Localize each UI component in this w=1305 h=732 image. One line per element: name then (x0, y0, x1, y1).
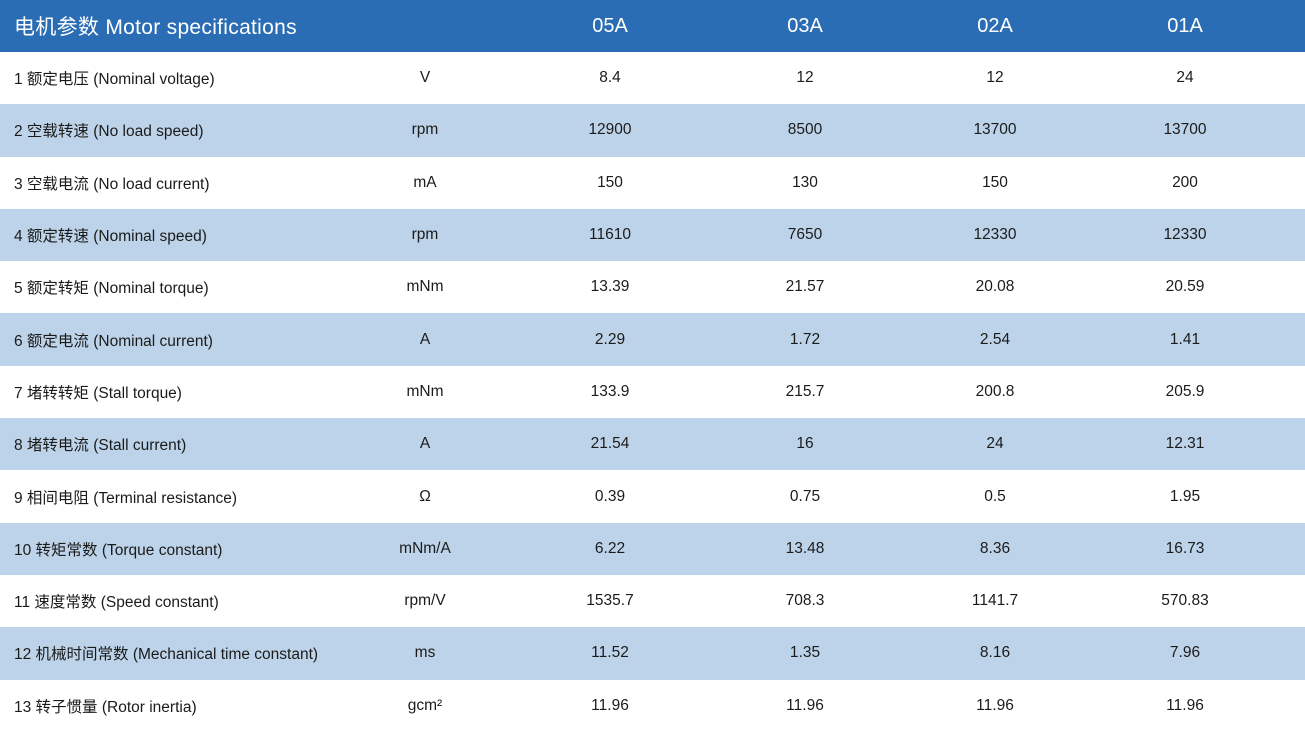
row-value: 1.72 (789, 330, 821, 348)
row-value: 12900 (588, 121, 632, 139)
row-value: 20.08 (975, 278, 1015, 296)
row-value: 1535.7 (586, 592, 634, 610)
row-value: 708.3 (785, 592, 825, 610)
row-value: 1.95 (1169, 487, 1201, 505)
row-value: 8.36 (979, 539, 1011, 557)
table-row: 4 额定转速 (Nominal speed) rpm 11610 7650 12… (0, 208, 1305, 262)
row-value: 20.59 (1165, 278, 1205, 296)
row-value: 11.96 (591, 696, 629, 714)
table-row: 12 机械时间常数 (Mechanical time constant) ms … (0, 627, 1305, 680)
row-unit: V (419, 69, 431, 87)
row-value: 0.39 (594, 487, 626, 505)
row-value: 12330 (973, 226, 1017, 244)
row-label: 1 额定电压 (Nominal voltage) (14, 71, 215, 89)
row-value: 8.16 (979, 644, 1011, 662)
row-value: 21.54 (590, 435, 630, 453)
row-value: 12 (986, 69, 1004, 87)
row-value: 11.52 (591, 644, 629, 662)
row-value: 1.41 (1169, 330, 1201, 348)
row-value: 0.75 (789, 487, 821, 505)
row-value: 8.4 (599, 69, 621, 87)
table-row: 7 堵转转矩 (Stall torque) mNm 133.9 215.7 20… (0, 366, 1305, 418)
table-row: 9 相间电阻 (Terminal resistance) Ω 0.39 0.75… (0, 470, 1305, 522)
table-row: 11 速度常数 (Speed constant) rpm/V 1535.7 70… (0, 575, 1305, 627)
row-value: 11.96 (1166, 696, 1204, 714)
row-label: 11 速度常数 (Speed constant) (14, 594, 219, 612)
row-label: 2 空载转速 (No load speed) (14, 123, 204, 141)
row-value: 133.9 (590, 382, 630, 400)
row-unit: A (419, 435, 431, 453)
row-value: 7.96 (1169, 644, 1201, 662)
row-unit: A (419, 330, 431, 348)
row-value: 1.35 (789, 644, 821, 662)
row-label: 6 额定电流 (Nominal current) (14, 332, 213, 350)
row-value: 200 (1172, 173, 1198, 191)
row-value: 150 (597, 173, 623, 191)
row-unit: ms (414, 644, 436, 662)
row-value: 150 (982, 173, 1008, 191)
row-value: 24 (986, 435, 1004, 453)
row-value: 13.48 (785, 539, 825, 557)
row-value: 200.8 (975, 382, 1015, 400)
column-header-02a: 02A (977, 14, 1013, 37)
row-unit: mNm (406, 278, 444, 296)
table-row: 13 转子惯量 (Rotor inertia) gcm² 11.96 11.96… (0, 680, 1305, 732)
row-value: 6.22 (594, 539, 626, 557)
row-unit: mA (413, 173, 437, 191)
row-value: 0.5 (984, 487, 1006, 505)
row-unit: mNm (406, 382, 444, 400)
row-value: 13700 (1163, 121, 1207, 139)
table-header: 电机参数 Motor specifications 05A 03A 02A 01… (0, 0, 1305, 52)
row-value: 12330 (1163, 226, 1207, 244)
table-row: 5 额定转矩 (Nominal torque) mNm 13.39 21.57 … (0, 261, 1305, 313)
row-label: 12 机械时间常数 (Mechanical time constant) (14, 646, 319, 664)
row-value: 570.83 (1161, 592, 1209, 610)
row-label: 3 空载电流 (No load current) (14, 175, 210, 193)
column-header-01a: 01A (1167, 14, 1203, 37)
row-value: 2.54 (979, 330, 1011, 348)
column-header-05a: 05A (592, 14, 628, 37)
row-unit: Ω (419, 487, 431, 505)
row-label: 10 转矩常数 (Torque constant) (14, 541, 223, 559)
row-unit: mNm/A (399, 539, 451, 557)
column-header-03a: 03A (787, 14, 823, 37)
row-label: 4 额定转速 (Nominal speed) (14, 228, 207, 246)
row-unit: rpm (411, 121, 439, 139)
row-unit: gcm² (407, 696, 443, 714)
row-value: 11.96 (786, 696, 824, 714)
row-value: 24 (1176, 69, 1194, 87)
row-value: 16 (796, 435, 814, 453)
table-row: 8 堵转电流 (Stall current) A 21.54 16 24 12.… (0, 418, 1305, 471)
row-value: 8500 (787, 121, 823, 139)
row-value: 1141.7 (971, 592, 1019, 610)
row-value: 12.31 (1165, 435, 1205, 453)
row-value: 205.9 (1165, 382, 1205, 400)
table-title: 电机参数 Motor specifications (14, 16, 297, 39)
row-value: 21.57 (785, 278, 825, 296)
row-label: 8 堵转电流 (Stall current) (14, 437, 187, 455)
table-row: 3 空载电流 (No load current) mA 150 130 150 … (0, 157, 1305, 209)
table-row: 2 空载转速 (No load speed) rpm 12900 8500 13… (0, 104, 1305, 157)
row-unit: rpm (411, 226, 439, 244)
row-value: 215.7 (785, 382, 825, 400)
row-value: 13.39 (590, 278, 630, 296)
spec-table-body: 1 额定电压 (Nominal voltage) V 8.4 12 12 24 … (0, 52, 1305, 732)
row-value: 2.29 (594, 330, 626, 348)
row-value: 13700 (973, 121, 1017, 139)
row-value: 7650 (787, 226, 823, 244)
row-label: 9 相间电阻 (Terminal resistance) (14, 489, 238, 507)
row-value: 12 (796, 69, 814, 87)
row-unit: rpm/V (404, 592, 446, 610)
row-value: 16.73 (1165, 539, 1205, 557)
row-value: 11.96 (976, 696, 1014, 714)
row-label: 5 额定转矩 (Nominal torque) (14, 280, 209, 298)
table-row: 1 额定电压 (Nominal voltage) V 8.4 12 12 24 (0, 52, 1305, 104)
row-value: 130 (792, 173, 818, 191)
table-row: 6 额定电流 (Nominal current) A 2.29 1.72 2.5… (0, 313, 1305, 366)
row-value: 11610 (589, 226, 631, 244)
row-label: 13 转子惯量 (Rotor inertia) (14, 698, 197, 716)
table-row: 10 转矩常数 (Torque constant) mNm/A 6.22 13.… (0, 522, 1305, 575)
row-label: 7 堵转转矩 (Stall torque) (14, 384, 182, 402)
